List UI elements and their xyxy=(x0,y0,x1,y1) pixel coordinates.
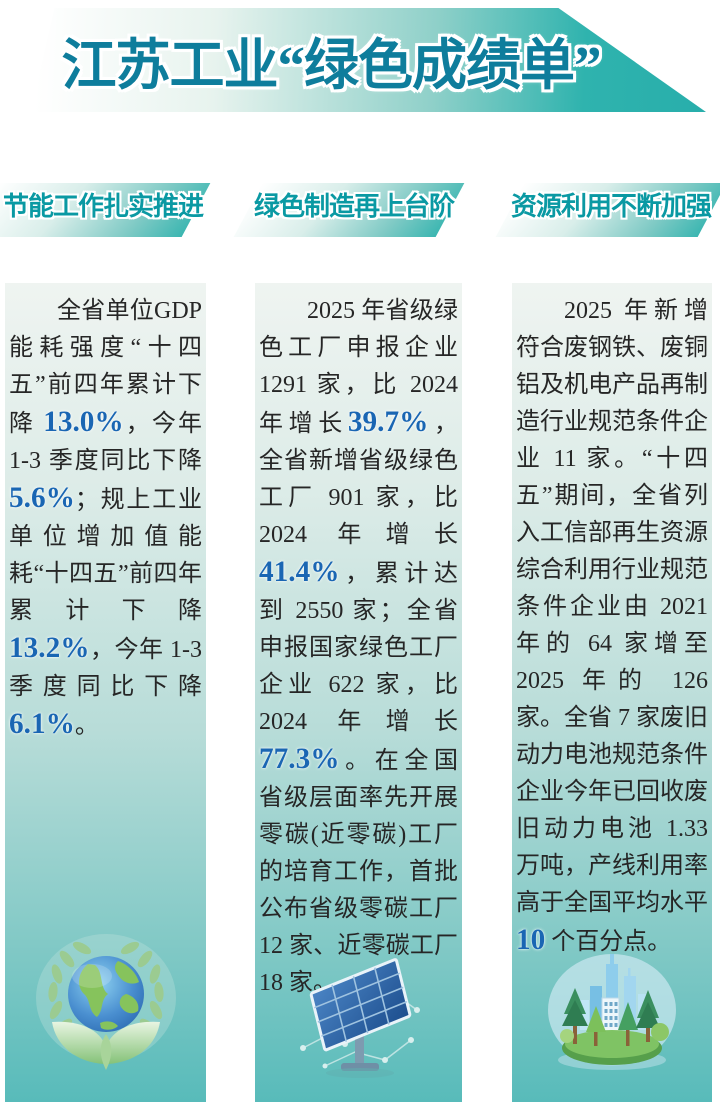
body-text-run: ，今年 1-3 季度同比下降 xyxy=(9,411,203,474)
stat-highlight: 6.1% xyxy=(9,708,75,740)
stat-highlight: 10 xyxy=(516,924,546,956)
title-banner: 江苏工业“绿色成绩单” xyxy=(30,8,706,112)
page-title: 江苏工业“绿色成绩单” xyxy=(61,35,601,96)
body-text-run: 2025 年新增符合废钢铁、废铜铝及机电产品再制造行业规范条件企业 11 家。“… xyxy=(516,298,708,916)
body-text: 2025 年新增符合废钢铁、废铜铝及机电产品再制造行业规范条件企业 11 家。“… xyxy=(516,293,708,961)
body-text-run: 全省单位GDP 能耗强度“十四五”前四年累计下降 xyxy=(9,298,202,437)
body-text-run: 。 xyxy=(74,713,99,739)
city-island-icon xyxy=(548,954,676,1070)
section-header-resources: 资源利用不断加强 xyxy=(511,191,712,221)
body-text: 2025 年省级绿色工厂申报企业 1291 家，比 2024 年增长39.7%，… xyxy=(259,293,458,1002)
body-text-run: ，累计达到 2550 家；全省申报国家绿色工厂企业 622 家，比 2024 年… xyxy=(259,561,458,735)
body-text-run: 。在全国省级层面率先开展零碳(近零碳)工厂的培育工作，首批公布省级零碳工厂 12… xyxy=(259,748,458,996)
body-text-run: 个百分点。 xyxy=(545,929,672,955)
column-green-manufacturing: 2025 年省级绿色工厂申报企业 1291 家，比 2024 年增长39.7%，… xyxy=(255,283,462,1102)
stat-highlight: 5.6% xyxy=(9,482,75,514)
column-energy: 全省单位GDP 能耗强度“十四五”前四年累计下降 13.0%，今年 1-3 季度… xyxy=(5,283,206,1102)
section-header-energy: 节能工作扎实推进 xyxy=(3,191,204,221)
body-text-run: 2025 年省级绿色工厂申报企业 1291 家，比 2024 年增长 xyxy=(259,298,458,437)
stat-highlight: 39.7% xyxy=(347,406,429,438)
stat-highlight: 13.2% xyxy=(9,632,90,664)
body-text-run: ，今年 1-3 季度同比下降 xyxy=(9,637,202,700)
body-text: 全省单位GDP 能耗强度“十四五”前四年累计下降 13.0%，今年 1-3 季度… xyxy=(9,293,202,745)
column-resource-utilization: 2025 年新增符合废钢铁、废铜铝及机电产品再制造行业规范条件企业 11 家。“… xyxy=(512,283,712,1102)
body-text-run: ；规上工业单位增加值能耗“十四五”前四年累计下降 xyxy=(9,487,202,624)
stat-highlight: 77.3% xyxy=(259,743,340,775)
stat-highlight: 41.4% xyxy=(259,556,340,588)
body-text-run: ，全省新增省级绿色工厂 901 家，比 2024 年增长 xyxy=(259,411,459,548)
section-header-green-mfg: 绿色制造再上台阶 xyxy=(254,191,455,221)
stat-highlight: 13.0% xyxy=(43,406,124,438)
globe-leaves-icon xyxy=(36,934,176,1070)
